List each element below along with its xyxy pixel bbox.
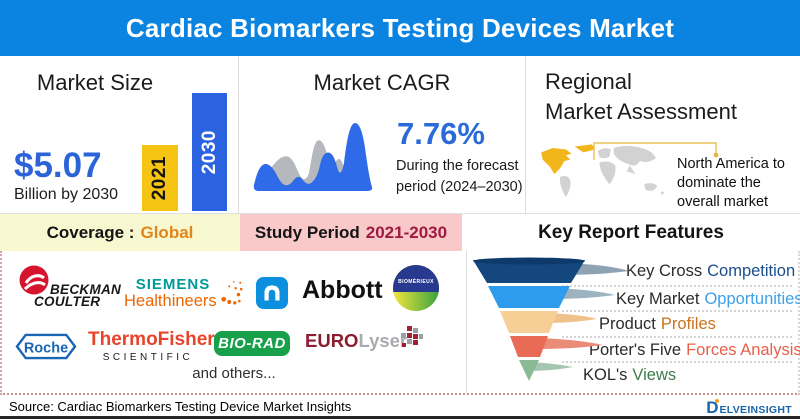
cagr-caption: During the forecast period (2024–2030) bbox=[396, 158, 523, 196]
market-size-caption: Billion by 2030 bbox=[14, 186, 119, 203]
feature-highlight: Views bbox=[632, 366, 677, 384]
beckman-coulter-logo-icon bbox=[19, 265, 49, 295]
eurolyser-wordmark: EUROLyser bbox=[305, 330, 407, 352]
biorad-logo: BIO-RAD bbox=[214, 331, 290, 356]
key-report-features-title: Key Report Features bbox=[462, 214, 800, 251]
feature-prefix: Key Cross bbox=[626, 262, 703, 280]
key-report-features-panel: Key Cross Competition Key Market Opportuni… bbox=[467, 251, 800, 393]
and-others-caption: and others... bbox=[192, 365, 276, 382]
feature-highlight: Forces Analysis bbox=[686, 340, 800, 359]
feature-row-porters: Porter's Five Forces Analysis bbox=[562, 335, 800, 362]
feature-prefix: Key Market bbox=[616, 289, 700, 308]
feature-row-competition: Key Cross Competition bbox=[562, 259, 796, 285]
thermofisher-wordmark: ThermoFisher SCIENTIFIC bbox=[88, 329, 215, 363]
footer: Source: Cardiac Biomarkers Testing Devic… bbox=[0, 395, 800, 419]
biomerieux-wordmark: BIOMÉRIEUX bbox=[398, 277, 434, 285]
source-text: Source: Cardiac Biomarkers Testing Devic… bbox=[9, 399, 352, 414]
banner-title: Cardiac Biomarkers Testing Devices Marke… bbox=[0, 0, 800, 56]
bar-2030-label: 2030 bbox=[198, 129, 220, 175]
regional-note: North America to dominate the overall ma… bbox=[677, 156, 785, 211]
market-cagr-title: Market CAGR bbox=[313, 70, 451, 95]
delveinsight-d: D bbox=[706, 398, 720, 417]
market-size-value: $5.07 bbox=[14, 146, 102, 185]
biomerieux-logo-icon: BIOMÉRIEUX bbox=[393, 265, 439, 311]
coverage-band: Coverage : Global bbox=[0, 214, 240, 251]
market-size-title: Market Size bbox=[36, 70, 154, 95]
funnel-icon bbox=[473, 257, 629, 381]
world-map-icon bbox=[541, 144, 664, 198]
cagr-value: 7.76% bbox=[397, 116, 485, 151]
abbott-wordmark: Abbott bbox=[302, 276, 383, 304]
feature-highlight: Opportunities bbox=[704, 289, 800, 308]
siemens-line2: Healthineers bbox=[124, 292, 217, 310]
healthineers-dots-icon bbox=[221, 281, 243, 305]
market-cagr-panel: Market CAGR 7.76% During the forecast pe… bbox=[239, 56, 526, 213]
regional-panel: Regional Market Assessment North America… bbox=[526, 56, 800, 213]
bar-2021: 2021 bbox=[142, 145, 178, 211]
feature-row-opportunities: Key Market Opportunities bbox=[562, 284, 800, 311]
abbott-logo-icon bbox=[256, 277, 288, 309]
thermo-line1: ThermoFisher bbox=[88, 329, 215, 350]
coverage-label: Coverage : bbox=[46, 222, 135, 242]
feature-highlight: Profiles bbox=[660, 315, 716, 333]
roche-logo-icon: Roche bbox=[15, 333, 77, 360]
delveinsight-wordmark: ELVEINSIGHT bbox=[719, 404, 792, 416]
eurolyser-part2: Lyser bbox=[358, 330, 408, 351]
info-bands: Coverage : Global Study Period 2021-2030… bbox=[0, 214, 800, 251]
feature-prefix: KOL's bbox=[583, 366, 628, 384]
eurolyser-part1: EURO bbox=[305, 330, 359, 351]
siemens-line1: SIEMENS bbox=[135, 276, 211, 293]
coverage-value: Global bbox=[140, 222, 194, 242]
study-period-label: Study Period bbox=[254, 222, 360, 242]
roche-wordmark: Roche bbox=[24, 340, 68, 356]
regional-title: Regional Market Assessment bbox=[545, 67, 737, 127]
siemens-healthineers-wordmark: SIEMENS Healthineers bbox=[124, 276, 222, 311]
funnel-feature-list: Key Cross Competition Key Market Opportuni… bbox=[467, 259, 800, 387]
feature-row-profiles: Product Profiles bbox=[562, 310, 792, 336]
beckman-line1: BECKMAN bbox=[50, 282, 122, 297]
feature-prefix: Product bbox=[599, 315, 656, 333]
market-size-panel: Market Size $5.07 Billion by 2030 2021 2… bbox=[0, 56, 239, 213]
regional-title-line2: Market Assessment bbox=[545, 99, 737, 124]
bar-2021-label: 2021 bbox=[149, 155, 170, 201]
delveinsight-dot-icon bbox=[715, 399, 720, 403]
study-period-band: Study Period 2021-2030 bbox=[240, 214, 462, 251]
lower-section: BECKMAN COULTER SIEMENS Healthineers Abb… bbox=[0, 251, 800, 395]
cagr-area-chart-icon bbox=[253, 123, 373, 191]
map-callout-line bbox=[593, 142, 719, 160]
delveinsight-logo: D ELVEINSIGHT bbox=[706, 398, 792, 418]
regional-title-line1: Regional bbox=[545, 69, 632, 94]
feature-row-kol: KOL's Views bbox=[562, 361, 792, 387]
thermo-line2: SCIENTIFIC bbox=[102, 352, 194, 363]
eurolyser-cube-icon bbox=[401, 326, 423, 347]
company-logos-panel: BECKMAN COULTER SIEMENS Healthineers Abb… bbox=[2, 251, 467, 393]
bar-2030: 2030 bbox=[192, 93, 227, 211]
study-period-value: 2021-2030 bbox=[365, 222, 448, 242]
beckman-coulter-wordmark: BECKMAN COULTER bbox=[34, 282, 122, 309]
beckman-line2: COULTER bbox=[34, 293, 101, 309]
feature-prefix: Porter's Five bbox=[589, 340, 682, 359]
top-panels: Market Size $5.07 Billion by 2030 2021 2… bbox=[0, 56, 800, 214]
feature-highlight: Competition bbox=[707, 262, 796, 280]
